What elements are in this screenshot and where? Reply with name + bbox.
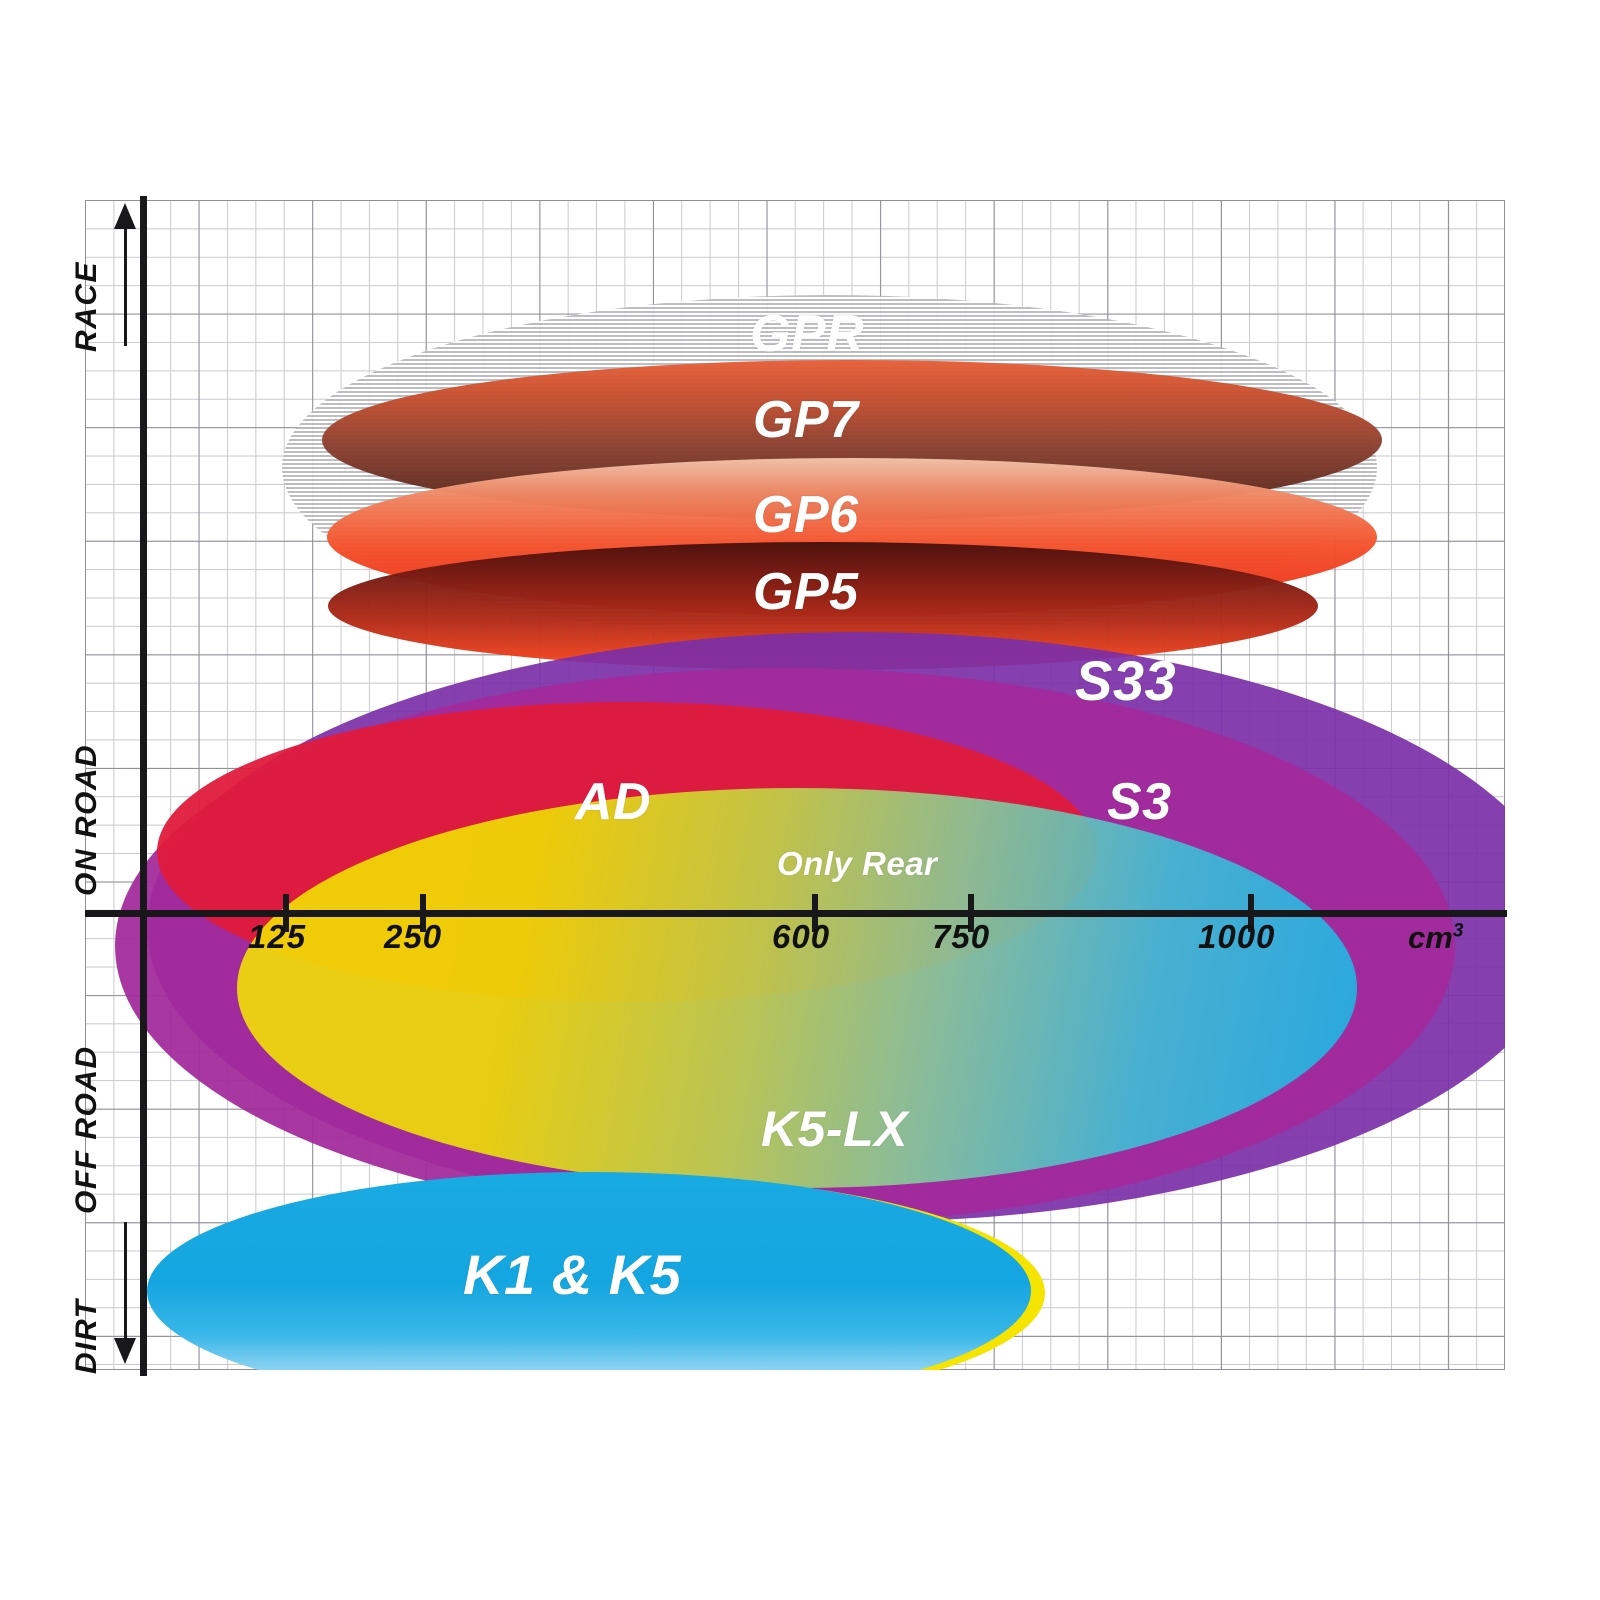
bubble-label-s33: S33 [1075, 649, 1177, 712]
x-tick-1000 [1248, 894, 1254, 932]
bubble-label-k1k5: K1 & K5 [463, 1243, 682, 1306]
bubble-label-gp7: GP7 [753, 391, 859, 449]
bubble-label-s3: S3 [1107, 773, 1172, 831]
y-band-label-race: RACE [70, 260, 103, 352]
x-tick-label-1000: 1000 [1198, 918, 1276, 955]
x-tick-label-750: 750 [932, 918, 991, 955]
bubble-plot-area: GPR GP7 GP6 GP5 S33 S3 AD Only Rear K5-L… [85, 200, 1505, 1370]
dirt-arrow-down-icon [114, 1338, 136, 1364]
bubble-k5lx[interactable] [237, 788, 1357, 1188]
annotation-only-rear: Only Rear [777, 845, 938, 882]
x-tick-125 [283, 894, 289, 932]
bubble-label-gpr: GPR [750, 305, 865, 363]
bubble-k1k5[interactable] [147, 1172, 1031, 1370]
y-axis-line [140, 196, 147, 1376]
bubble-label-ad: AD [575, 773, 652, 831]
y-band-label-dirt: DIRT [70, 1298, 103, 1374]
bubble-label-gp6: GP6 [753, 486, 859, 544]
x-axis-unit-text: cm [1408, 920, 1453, 955]
y-band-label-off-road: OFF ROAD [70, 1045, 103, 1214]
x-tick-600 [812, 894, 818, 932]
y-band-label-on-road: ON ROAD [70, 743, 103, 896]
race-arrow-shaft [124, 228, 127, 346]
x-tick-label-250: 250 [384, 918, 443, 955]
x-tick-label-600: 600 [772, 918, 831, 955]
bubble-label-k5lx: K5-LX [761, 1101, 908, 1157]
x-axis-unit-sup: 3 [1452, 920, 1464, 942]
x-axis-unit-label: cm3 [1408, 920, 1463, 956]
dirt-arrow-shaft [124, 1222, 127, 1340]
x-tick-750 [968, 894, 974, 932]
x-tick-250 [420, 894, 426, 932]
x-axis-line [85, 910, 1507, 917]
bubble-label-gp5: GP5 [753, 563, 859, 621]
x-tick-label-125: 125 [248, 918, 307, 955]
race-arrow-up-icon [114, 203, 136, 229]
